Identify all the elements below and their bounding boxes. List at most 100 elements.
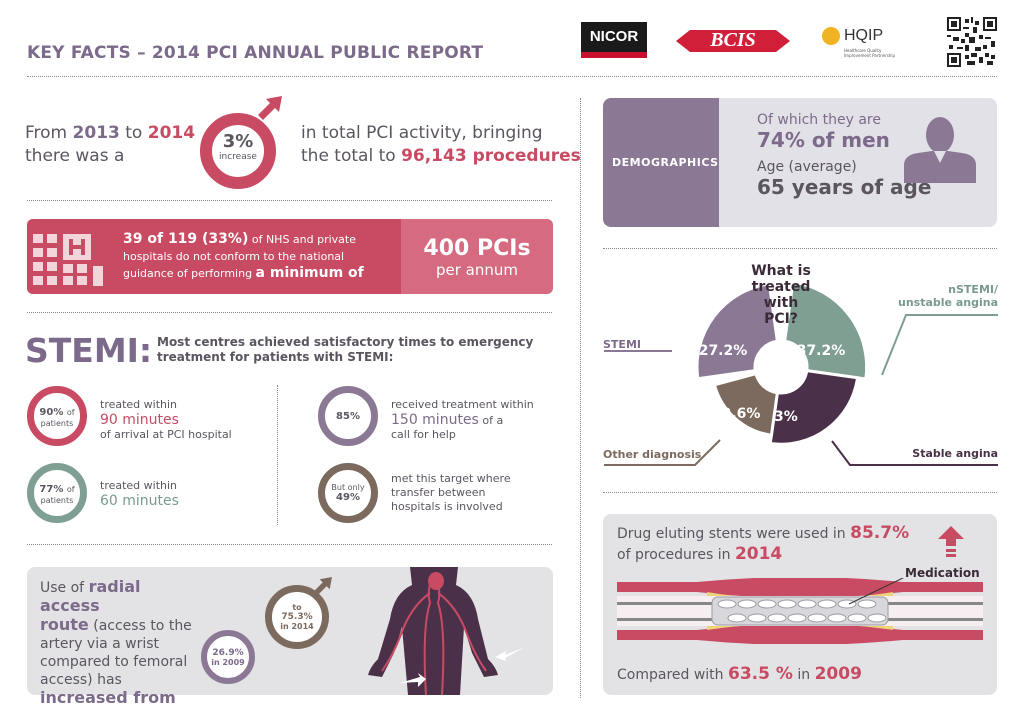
stemi-77-patients: patients xyxy=(40,495,74,505)
stemi-divider xyxy=(27,544,552,545)
activity-divider xyxy=(27,200,552,201)
up-arrow-icon xyxy=(938,526,964,557)
stents-line2: of procedures in xyxy=(617,547,735,563)
radial-t2: (access to the xyxy=(88,618,192,634)
nicor-logo-text: NICOR xyxy=(589,28,639,45)
stents-line1: Drug eluting stents were used in xyxy=(617,526,851,542)
radial-2014-ring: to 75.3% in 2014 xyxy=(265,585,329,649)
age-label: Age (average) xyxy=(757,159,857,175)
stents-year-2014: 2014 xyxy=(734,544,783,564)
pcis-value: 400 PCIs xyxy=(423,236,531,261)
stemi-90-text: treated within 90 minutes of arrival at … xyxy=(100,398,232,442)
stemi-85-suffix: of a xyxy=(478,414,504,427)
activity-line2: there was a xyxy=(25,146,125,166)
stemi-intro-1: Most centres achieved satisfactory times… xyxy=(157,335,534,349)
pie-label-3: 2.6% xyxy=(722,406,761,422)
stemi-85-line1: received treatment within xyxy=(391,398,534,411)
stents-compare-b: in xyxy=(792,667,815,683)
stemi-49-pct: 49% xyxy=(336,492,360,503)
hqip-logo-text: HQIP xyxy=(844,27,884,44)
hqip-mark-icon xyxy=(822,27,840,45)
pie-question: What is treated with PCI? xyxy=(742,263,820,327)
demographics-tab xyxy=(603,98,719,227)
radial-2014-year: in 2014 xyxy=(280,622,314,631)
stents-compare-a: Compared with xyxy=(617,667,728,683)
column-divider xyxy=(580,98,581,698)
radial-highlight-1: radial access xyxy=(40,577,141,615)
bcis-logo-text: BCIS xyxy=(710,29,756,51)
stemi-heading: STEMI: xyxy=(25,331,153,370)
men-value: 74% of men xyxy=(757,128,890,152)
centres-text-a: of NHS and private xyxy=(248,233,357,246)
increase-ring: 3% increase xyxy=(200,113,276,189)
stemi-90-patients: patients xyxy=(40,418,74,428)
header-divider xyxy=(27,76,997,77)
medication-label: Medication xyxy=(905,566,980,580)
stemi-intro-2: treatment for patients with STEMI: xyxy=(157,350,394,364)
stemi-90-line3: of arrival at PCI hospital xyxy=(100,428,232,441)
activity-right-line2: the total to xyxy=(301,146,402,166)
per-annum: per annum xyxy=(435,261,518,279)
nicor-logo: NICOR xyxy=(581,22,647,58)
stemi-77-text: treated within 60 minutes xyxy=(100,479,179,509)
men-label: Of which they are xyxy=(757,112,881,128)
centres-pcis: 400 PCIs per annum xyxy=(401,236,553,279)
stents-compare: Compared with 63.5 % in 2009 xyxy=(617,664,862,684)
demographics-panel xyxy=(603,98,997,227)
stemi-85-pct: 85% xyxy=(336,410,360,422)
activity-text-left: From 2013 to 2014 there was a xyxy=(25,122,195,168)
centres-text-b: hospitals do not conform to the national xyxy=(123,250,345,263)
leader-line-3 xyxy=(604,439,721,466)
radial-t5: access) has xyxy=(40,672,122,688)
radial-2009-pct: 26.9% xyxy=(212,647,244,658)
radial-increase-arrow-icon xyxy=(313,577,332,596)
stemi-49-but: But only xyxy=(331,483,365,492)
stemi-85-line3: call for help xyxy=(391,428,456,441)
radial-2009-year: in 2009 xyxy=(211,657,245,667)
stents-pct-2014: 85.7% xyxy=(850,523,910,543)
activity-from: From xyxy=(25,123,73,143)
demographics-label: DEMOGRAPHICS xyxy=(612,156,719,169)
radial-highlight-2: route xyxy=(40,615,89,634)
stemi-90-ring: 90% of patients xyxy=(27,386,87,446)
stemi-inner-divider xyxy=(277,385,278,525)
chart-divider xyxy=(603,492,997,493)
pci-treatment-chart: 27.2% 37.2%33%2.6% xyxy=(604,280,998,466)
label-stable-angina: Stable angina xyxy=(912,447,998,460)
stemi-49-line3: hospitals is involved xyxy=(391,500,503,513)
radial-2014-pct: 75.3% xyxy=(281,612,313,622)
label-other: Other diagnosis xyxy=(603,448,702,461)
leader-line-1 xyxy=(881,314,998,376)
stemi-77-of: of xyxy=(66,484,75,494)
stent-illustration xyxy=(617,578,983,644)
question-line-3: with xyxy=(763,295,799,311)
stemi-77-ring: 77% of patients xyxy=(27,463,87,523)
question-line-1: What is xyxy=(751,263,811,279)
label-nstemi: nSTEMI/ unstable angina xyxy=(880,283,998,309)
centres-count: 39 of 119 (33%) xyxy=(123,231,249,247)
hqip-logo: HQIP Healthcare Quality Improvement Part… xyxy=(822,24,902,62)
year-from: 2013 xyxy=(72,123,120,143)
man-avatar-icon xyxy=(904,117,976,183)
centres-divider xyxy=(27,312,552,313)
radial-t1: Use of xyxy=(40,580,89,596)
year-to: 2014 xyxy=(147,123,196,143)
label-nstemi-2: unstable angina xyxy=(898,296,998,309)
total-procedures: 96,143 procedures xyxy=(401,146,581,166)
stemi-49-text: met this target where transfer between h… xyxy=(391,472,511,514)
stemi-77-pct: 77% xyxy=(39,483,64,495)
radial-t4: compared to femoral xyxy=(40,654,188,670)
pie-center xyxy=(755,341,807,393)
centres-minimum: a minimum of xyxy=(255,265,364,281)
stemi-49-line1: met this target where xyxy=(391,472,511,485)
activity-text-right: in total PCI activity, bringing the tota… xyxy=(301,122,581,168)
increase-arrow-icon xyxy=(258,96,282,120)
question-line-4: PCI? xyxy=(764,311,798,327)
pie-label-1: 37.2% xyxy=(797,343,846,359)
demographics-text: Of which they are 74% of men Age (averag… xyxy=(757,112,931,199)
stemi-85-highlight: 150 minutes xyxy=(391,412,479,428)
stemi-intro: Most centres achieved satisfactory times… xyxy=(157,335,533,365)
label-stemi: STEMI xyxy=(603,338,641,351)
radial-highlight-3: increased from xyxy=(40,688,176,707)
radial-to: to xyxy=(292,603,302,612)
